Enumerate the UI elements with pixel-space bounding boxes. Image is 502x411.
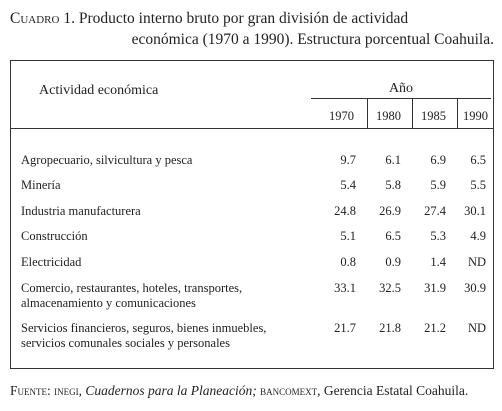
caption-prefix: Cuadro 1.: [10, 10, 75, 27]
cell-value: 0.9: [385, 255, 401, 269]
cell-value: 21.7: [334, 321, 356, 335]
row-label: Comercio, restaurantes, hoteles, transpo…: [21, 281, 242, 311]
cell-value: 33.1: [334, 281, 356, 295]
source-note: Fuente: inegi, Cuadernos para la Planeac…: [10, 383, 468, 399]
cell-value: 6.5: [470, 153, 486, 167]
row-label-line: almacenamiento y comunicaciones: [21, 296, 196, 310]
cell-value: 26.9: [379, 204, 401, 218]
cell-value: 1.4: [430, 255, 446, 269]
cell-value: 9.7: [340, 153, 356, 167]
row-label: Industria manufacturera: [21, 204, 141, 219]
caption-title-line1: Producto interno bruto por gran división…: [78, 10, 409, 27]
cell-value: 30.1: [464, 204, 486, 218]
row-label-line: Agropecuario, silvicultura y pesca: [21, 153, 193, 167]
cell-value: 5.8: [385, 178, 401, 192]
row-label-line: servicios comunales sociales y personale…: [21, 336, 230, 350]
year-1970: 1970: [329, 109, 354, 123]
cell-value: 0.8: [340, 255, 356, 269]
header-year: Año: [388, 81, 414, 96]
caption-title-line2: económica (1970 a 1990). Estructura porc…: [131, 31, 494, 48]
cell-value: ND: [467, 321, 486, 335]
header-bottom-rule: [11, 128, 493, 129]
row-label-line: Industria manufacturera: [21, 204, 141, 218]
cell-value: 21.2: [424, 321, 446, 335]
source-org2: bancomext,: [260, 383, 321, 398]
data-table: Actividad económica Año 1970 1980 1985 1…: [10, 60, 494, 369]
cell-value: 5.3: [430, 229, 446, 243]
row-label: Electricidad: [21, 255, 81, 270]
source-title: Cuadernos para la Planeación;: [85, 383, 257, 398]
year-1985: 1985: [421, 109, 446, 123]
cell-value: 5.4: [340, 178, 356, 192]
cell-value: 21.8: [379, 321, 401, 335]
header-divider: [311, 98, 491, 99]
table-caption: Cuadro 1. Producto interno bruto por gra…: [10, 8, 494, 50]
row-label-line: Electricidad: [21, 255, 82, 269]
cell-value: 4.9: [470, 229, 486, 243]
row-label-line: Comercio, restaurantes, hoteles, transpo…: [21, 281, 243, 295]
source-label: Fuente:: [10, 383, 51, 398]
cell-value: 24.8: [334, 204, 356, 218]
cell-value: 6.9: [430, 153, 446, 167]
source-rest: Gerencia Estatal Coahuila.: [323, 383, 469, 398]
row-label-line: Servicios financieros, seguros, bienes i…: [21, 321, 267, 335]
cell-value: 32.5: [379, 281, 401, 295]
row-label: Agropecuario, silvicultura y pesca: [21, 153, 192, 168]
column-divider: [367, 98, 368, 128]
cell-value: ND: [467, 255, 486, 269]
cell-value: 5.1: [340, 229, 356, 243]
year-1980: 1980: [376, 109, 401, 123]
row-label: Minería: [21, 178, 61, 193]
source-org: inegi,: [54, 383, 83, 398]
row-label: Construcción: [21, 229, 88, 244]
cell-value: 31.9: [424, 281, 446, 295]
cell-value: 6.1: [385, 153, 401, 167]
column-divider: [412, 98, 413, 128]
cell-value: 6.5: [385, 229, 401, 243]
year-1990: 1990: [463, 109, 488, 123]
cell-value: 30.9: [464, 281, 486, 295]
cell-value: 27.4: [424, 204, 446, 218]
row-label-line: Construcción: [21, 229, 88, 243]
column-divider: [457, 98, 458, 128]
cell-value: 5.5: [470, 178, 486, 192]
row-label-line: Minería: [21, 178, 61, 192]
row-label: Servicios financieros, seguros, bienes i…: [21, 321, 266, 351]
cell-value: 5.9: [430, 178, 446, 192]
header-activity: Actividad económica: [39, 83, 159, 98]
